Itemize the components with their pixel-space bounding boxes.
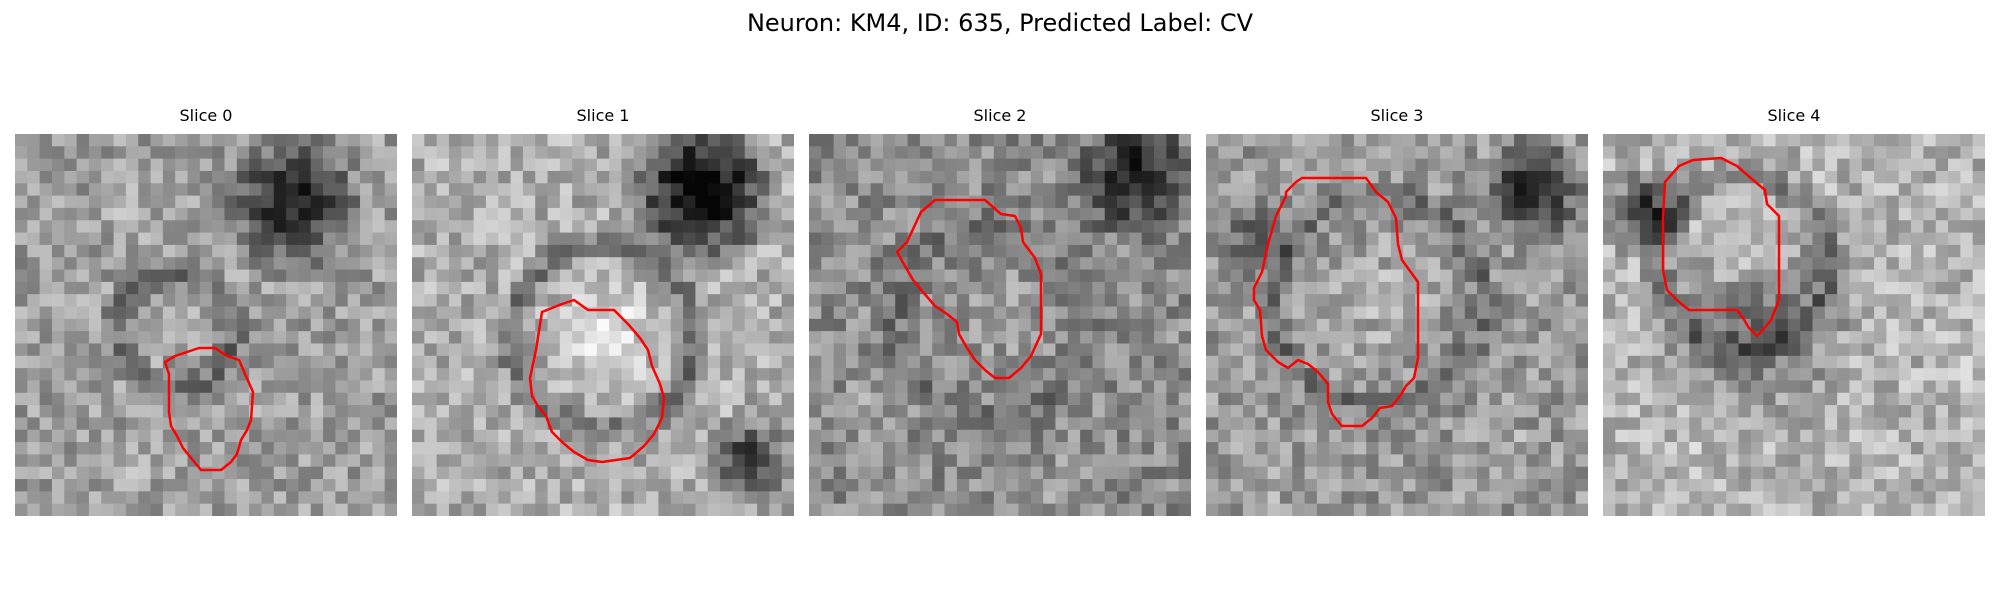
segmentation-outline [528, 298, 666, 464]
segmentation-outline [163, 346, 255, 472]
slice-image [1206, 134, 1588, 516]
slice-image [809, 134, 1191, 516]
slice-title: Slice 0 [179, 106, 233, 125]
slice-title: Slice 1 [576, 106, 630, 125]
slice-image [1603, 134, 1985, 516]
slice-image [412, 134, 794, 516]
figure-title: Neuron: KM4, ID: 635, Predicted Label: C… [746, 9, 1254, 37]
segmentation-outline [1661, 156, 1781, 338]
slice-title: Slice 3 [1370, 106, 1424, 125]
slice-title: Slice 2 [973, 106, 1027, 125]
segmentation-outline [895, 198, 1043, 380]
slice-title: Slice 4 [1767, 106, 1821, 125]
slice-image [15, 134, 397, 516]
segmentation-outline [1252, 176, 1420, 428]
